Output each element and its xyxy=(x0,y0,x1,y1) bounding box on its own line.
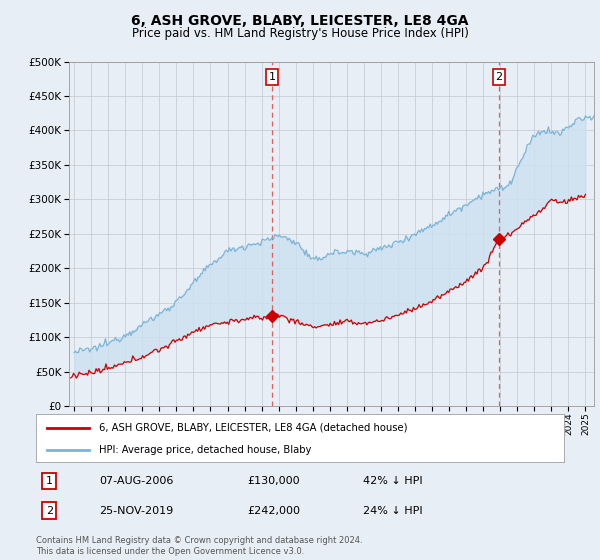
Text: 6, ASH GROVE, BLABY, LEICESTER, LE8 4GA: 6, ASH GROVE, BLABY, LEICESTER, LE8 4GA xyxy=(131,14,469,28)
Text: HPI: Average price, detached house, Blaby: HPI: Average price, detached house, Blab… xyxy=(100,445,312,455)
Text: 42% ↓ HPI: 42% ↓ HPI xyxy=(364,476,423,486)
Text: 2: 2 xyxy=(46,506,53,516)
Text: £130,000: £130,000 xyxy=(247,476,300,486)
Text: 07-AUG-2006: 07-AUG-2006 xyxy=(100,476,174,486)
Text: 1: 1 xyxy=(268,72,275,82)
Text: Contains HM Land Registry data © Crown copyright and database right 2024.
This d: Contains HM Land Registry data © Crown c… xyxy=(36,536,362,556)
Text: 2: 2 xyxy=(496,72,502,82)
Text: Price paid vs. HM Land Registry's House Price Index (HPI): Price paid vs. HM Land Registry's House … xyxy=(131,27,469,40)
Text: £242,000: £242,000 xyxy=(247,506,300,516)
Text: 25-NOV-2019: 25-NOV-2019 xyxy=(100,506,173,516)
Text: 24% ↓ HPI: 24% ↓ HPI xyxy=(364,506,423,516)
Text: 6, ASH GROVE, BLABY, LEICESTER, LE8 4GA (detached house): 6, ASH GROVE, BLABY, LEICESTER, LE8 4GA … xyxy=(100,423,408,433)
Text: 1: 1 xyxy=(46,476,53,486)
